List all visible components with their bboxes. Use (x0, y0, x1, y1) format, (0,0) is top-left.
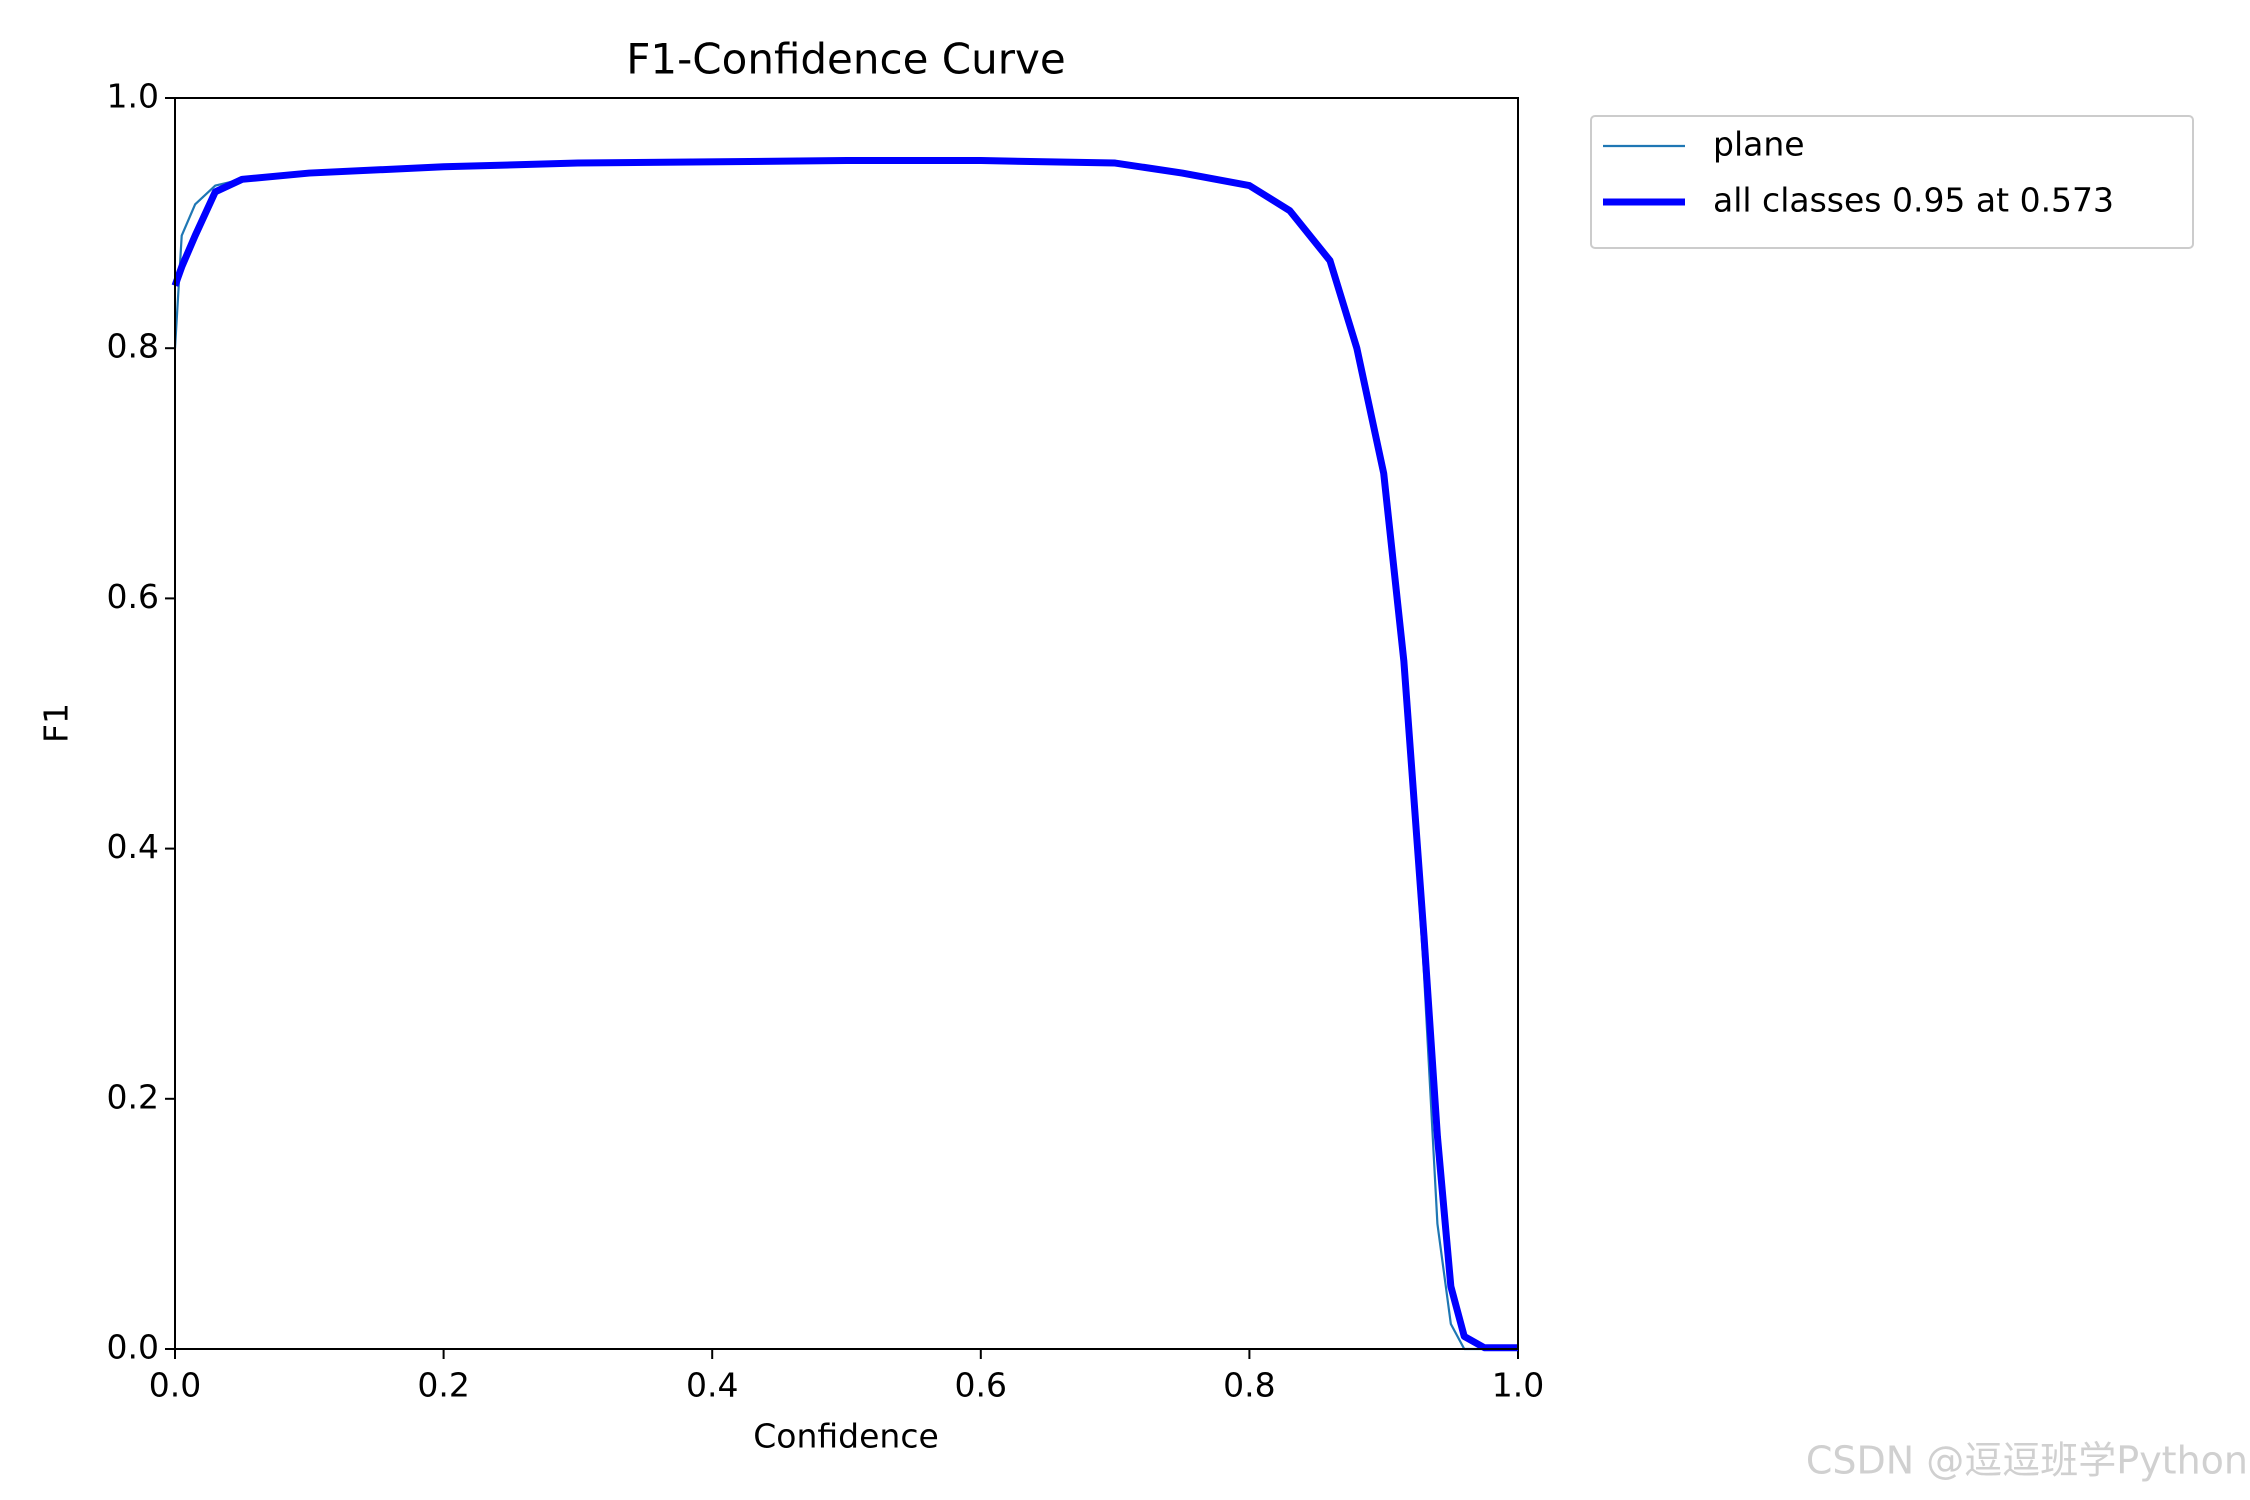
x-tick-label: 0.6 (955, 1366, 1007, 1405)
y-tick-label: 0.4 (107, 827, 159, 866)
x-tick-label: 0.8 (1223, 1366, 1275, 1405)
x-tick-label: 0.0 (149, 1366, 201, 1405)
legend-box (1590, 115, 2194, 249)
series-line (171, 157, 1518, 1352)
legend-label: plane (1713, 125, 1805, 164)
x-tick-label: 1.0 (1492, 1366, 1544, 1405)
legend-label: all classes 0.95 at 0.573 (1713, 181, 2114, 220)
y-tick-label: 0.0 (107, 1328, 159, 1367)
x-tick-label: 0.2 (417, 1366, 469, 1405)
y-tick-label: 0.8 (107, 327, 159, 366)
y-tick-label: 1.0 (107, 77, 159, 116)
y-axis-label: F1 (37, 703, 76, 743)
y-tick-label: 0.2 (107, 1077, 159, 1116)
y-tick-label: 0.6 (107, 577, 159, 616)
x-tick-label: 0.4 (686, 1366, 738, 1405)
plot-frame (174, 97, 1519, 1350)
watermark: CSDN @逗逗班学Python (1806, 1439, 2248, 1483)
series-line (173, 159, 1518, 1351)
chart-title: F1-Confidence Curve (626, 35, 1065, 84)
x-axis-label: Confidence (753, 1417, 939, 1456)
